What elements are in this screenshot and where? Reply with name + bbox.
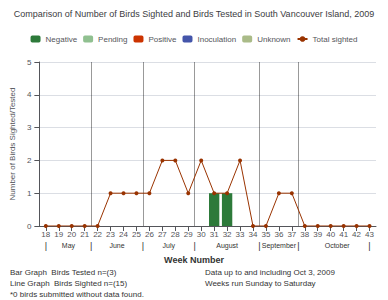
svg-text:Weeks run Sunday to Saturday: Weeks run Sunday to Saturday [205, 279, 316, 288]
svg-text:22: 22 [93, 230, 102, 239]
svg-text:June: June [109, 242, 124, 249]
svg-text:21: 21 [80, 230, 89, 239]
svg-text:Bar Graph Birds Tested n=(3): Bar Graph Birds Tested n=(3) [10, 268, 117, 277]
svg-text:18: 18 [41, 230, 50, 239]
svg-text:October: October [325, 242, 351, 249]
svg-text:Line Graph Birds Sighted n=(1: Line Graph Birds Sighted n=(15) [10, 279, 128, 288]
svg-text:5: 5 [27, 58, 32, 67]
svg-text:Negative: Negative [46, 35, 78, 44]
svg-text:28: 28 [171, 230, 180, 239]
svg-text:34: 34 [249, 230, 258, 239]
svg-text:Data up to and including Oct 3: Data up to and including Oct 3, 2009 [205, 268, 335, 277]
svg-text:39: 39 [313, 230, 322, 239]
svg-text:24: 24 [119, 230, 128, 239]
svg-text:|: | [90, 241, 92, 251]
svg-text:|: | [142, 241, 144, 251]
svg-text:May: May [62, 242, 76, 250]
svg-text:1: 1 [27, 189, 32, 198]
svg-text:0: 0 [27, 222, 32, 231]
svg-text:40: 40 [326, 230, 335, 239]
svg-text:Number of Birds Sighted/Tested: Number of Birds Sighted/Tested [8, 88, 17, 201]
svg-text:July: July [163, 242, 176, 250]
svg-text:30: 30 [197, 230, 206, 239]
svg-text:|: | [258, 241, 260, 251]
svg-text:Unknown: Unknown [257, 35, 290, 44]
svg-text:4: 4 [27, 90, 32, 99]
svg-text:3: 3 [27, 123, 32, 132]
svg-text:42: 42 [352, 230, 361, 239]
svg-text:August: August [216, 242, 238, 250]
svg-text:23: 23 [106, 230, 115, 239]
svg-text:43: 43 [365, 230, 374, 239]
svg-text:Comparison of Number of Birds: Comparison of Number of Birds Sighted an… [14, 9, 374, 19]
svg-text:33: 33 [236, 230, 245, 239]
svg-text:|: | [368, 241, 370, 251]
svg-text:|: | [45, 241, 47, 251]
svg-text:|: | [297, 241, 299, 251]
svg-text:36: 36 [274, 230, 283, 239]
svg-text:20: 20 [67, 230, 76, 239]
svg-text:26: 26 [145, 230, 154, 239]
svg-text:31: 31 [210, 230, 219, 239]
svg-text:Pending: Pending [98, 35, 127, 44]
svg-text:19: 19 [54, 230, 63, 239]
svg-text:27: 27 [158, 230, 167, 239]
svg-text:*0 birds submitted without dat: *0 birds submitted without data found. [10, 290, 144, 299]
svg-text:32: 32 [223, 230, 232, 239]
svg-text:Total sighted: Total sighted [313, 35, 358, 44]
svg-text:25: 25 [132, 230, 141, 239]
svg-text:September: September [262, 242, 297, 250]
svg-text:Positive: Positive [148, 35, 177, 44]
svg-text:|: | [194, 241, 196, 251]
svg-text:37: 37 [287, 230, 296, 239]
svg-text:Inoculation: Inoculation [197, 35, 236, 44]
svg-text:29: 29 [184, 230, 193, 239]
svg-text:35: 35 [261, 230, 270, 239]
svg-text:Week Number: Week Number [164, 255, 224, 265]
svg-text:41: 41 [339, 230, 348, 239]
svg-text:38: 38 [300, 230, 309, 239]
svg-text:2: 2 [27, 156, 32, 165]
